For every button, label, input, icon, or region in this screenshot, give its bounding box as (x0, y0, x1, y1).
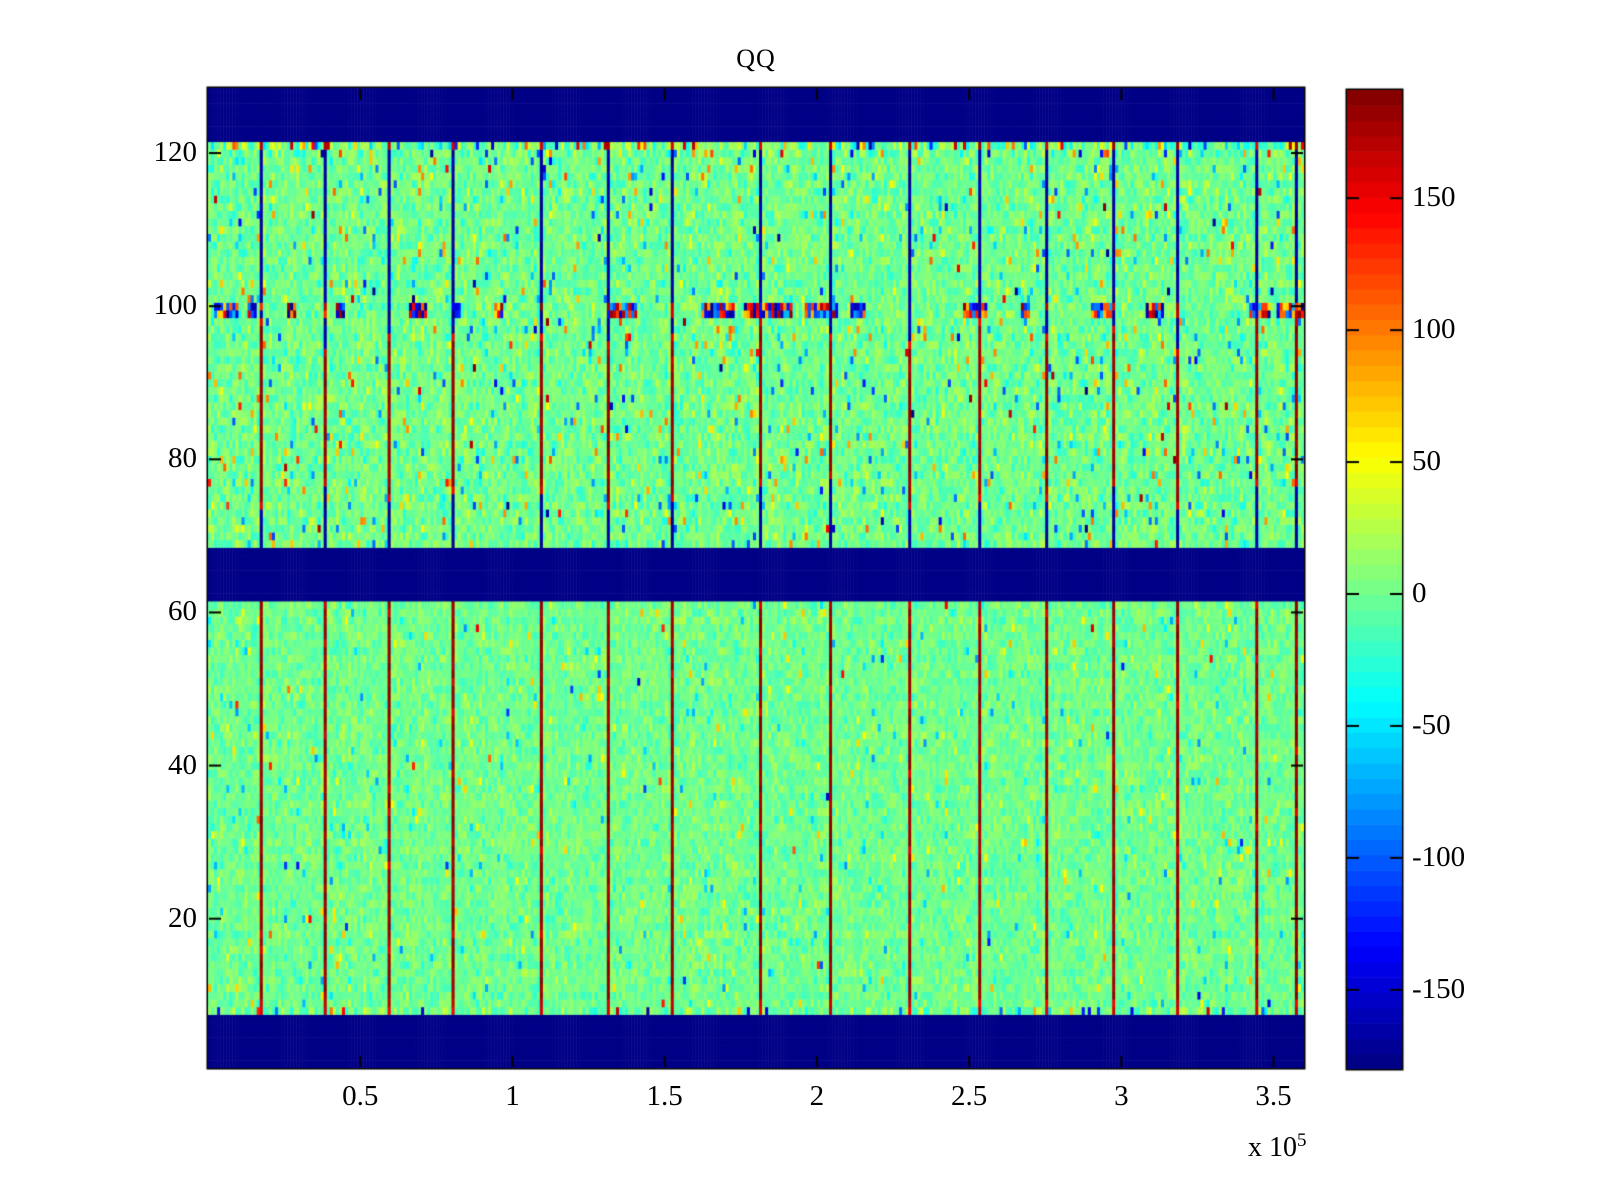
colorbar-tick-label: -150 (1412, 972, 1466, 1005)
y-tick-label: 40 (168, 748, 197, 781)
x-tick-label: 3.5 (1255, 1080, 1292, 1112)
x-tick-label: 2.5 (950, 1080, 988, 1112)
colorbar-tick-label: 100 (1412, 313, 1456, 346)
x-tick-label: 1 (505, 1080, 520, 1112)
colorbar-tick-label: -50 (1412, 708, 1451, 741)
chart-title: QQ (736, 44, 776, 73)
y-tick-label: 100 (153, 289, 198, 322)
x-tick-label: 3 (1114, 1080, 1129, 1112)
colorbar-tick-label: 150 (1412, 181, 1456, 214)
x-axis-scale-exponent: 5 (1297, 1130, 1307, 1151)
colorbar-tick-label: 0 (1412, 577, 1427, 609)
y-tick-label: 60 (168, 595, 197, 628)
colorbar-tick-label: 50 (1412, 445, 1441, 478)
y-tick-label: 20 (168, 901, 197, 934)
x-axis-scale-prefix: x 10 (1248, 1132, 1297, 1163)
y-tick-label: 120 (153, 136, 198, 169)
y-tick-label: 80 (168, 442, 197, 475)
x-tick-label: 2 (809, 1080, 825, 1112)
x-tick-label: 1.5 (646, 1080, 683, 1112)
colorbar-tick-label: -100 (1412, 840, 1466, 873)
x-tick-label: 0.5 (342, 1080, 379, 1112)
x-axis-scale-label: x 105 (1248, 1130, 1307, 1164)
